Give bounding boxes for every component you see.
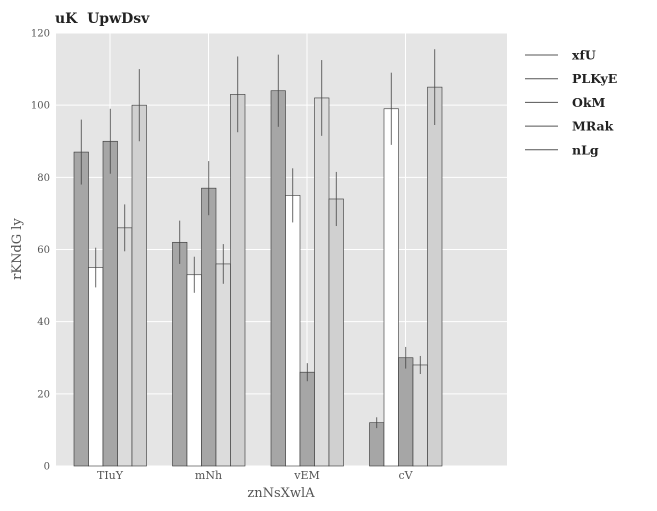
x-tick-label: mNh [195, 469, 222, 482]
bar [230, 94, 246, 467]
legend-item: xfU [525, 48, 596, 63]
bar [270, 90, 286, 467]
bar [88, 267, 104, 467]
legend-label: OkM [572, 95, 606, 110]
bars [73, 86, 443, 467]
legend-label: xfU [572, 48, 596, 63]
bar [328, 198, 344, 467]
bar [299, 371, 315, 467]
bar [131, 104, 147, 467]
x-axis-label: znNsXwlA [247, 486, 315, 501]
y-axis-label: rKNdG ly [10, 218, 25, 280]
legend-item: OkM [525, 95, 606, 110]
legend-item: MRak [525, 119, 614, 134]
bar [172, 241, 188, 467]
x-tick-label: vEM [293, 469, 320, 482]
bar [117, 227, 133, 467]
y-tick-label: 80 [37, 173, 50, 184]
bar [201, 187, 217, 467]
legend: xfU PLKyE OkM MRak nLg [525, 48, 617, 157]
legend-item: PLKyE [525, 71, 617, 86]
legend-label: MRak [572, 119, 614, 134]
y-tick-label: 40 [37, 317, 50, 328]
bar [314, 97, 330, 467]
bar [412, 364, 428, 467]
y-axis-ticks: 0 20 40 60 80 100 120 [31, 29, 50, 473]
chart-title: uK UpwDsv [55, 11, 150, 27]
y-tick-label: 60 [37, 245, 50, 256]
y-tick-label: 120 [31, 29, 50, 40]
y-tick-label: 100 [31, 101, 50, 112]
bar [285, 195, 301, 467]
bar [427, 86, 443, 467]
y-tick-label: 20 [37, 389, 50, 400]
x-tick-label: TIuY [97, 469, 124, 482]
bar [215, 263, 231, 467]
y-tick-label: 0 [44, 462, 50, 473]
bar [102, 140, 118, 467]
bar [186, 274, 202, 467]
legend-label: PLKyE [572, 71, 617, 86]
bar [398, 357, 414, 467]
bar [369, 422, 385, 467]
x-axis-ticks: TIuY mNh vEM cV [97, 469, 414, 482]
bar [383, 108, 399, 467]
legend-label: nLg [572, 142, 599, 157]
error-bars [80, 49, 436, 429]
legend-item: nLg [525, 142, 599, 157]
x-tick-label: cV [398, 469, 413, 482]
bar [73, 151, 89, 467]
